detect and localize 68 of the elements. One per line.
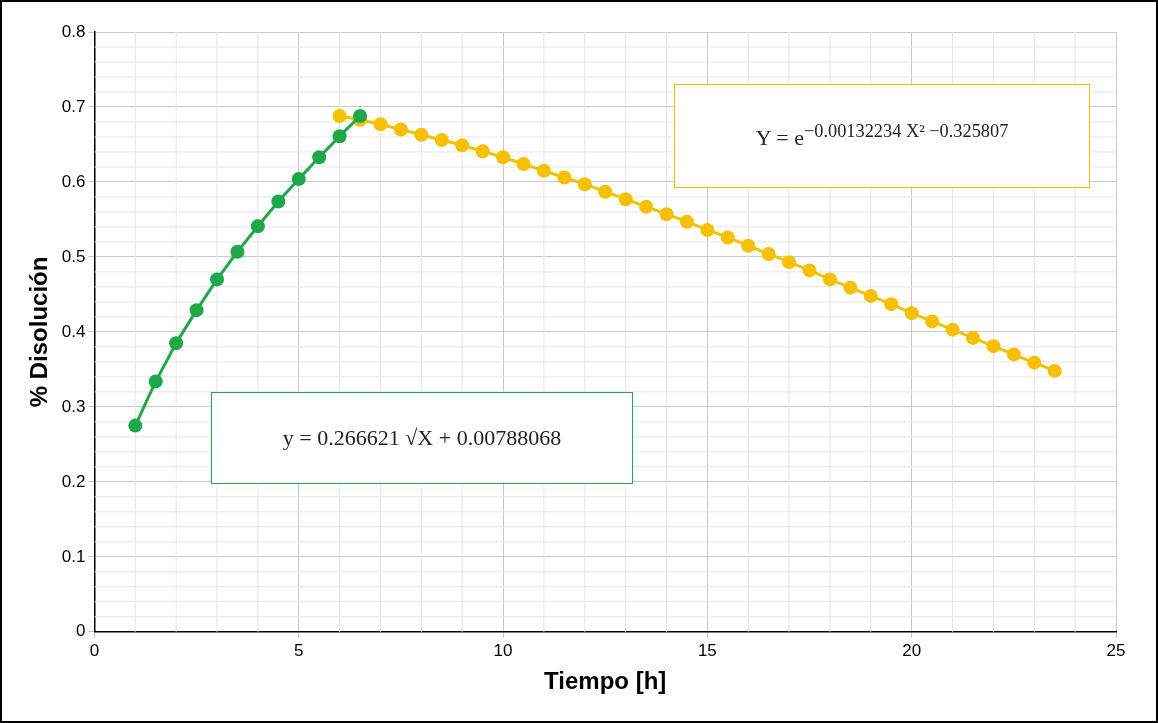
point	[720, 230, 735, 245]
point	[516, 156, 531, 171]
y-tick-label: 0.2	[61, 471, 86, 491]
y-tick-label: 0.7	[61, 96, 86, 116]
point	[148, 374, 163, 389]
point	[679, 214, 694, 229]
point	[332, 129, 347, 144]
equation-box: y = 0.266621 √X + 0.00788068	[211, 392, 633, 484]
y-tick-label: 0.1	[61, 546, 86, 566]
point	[434, 132, 449, 147]
point	[782, 255, 797, 270]
point	[945, 322, 960, 337]
point	[414, 127, 429, 142]
x-tick-label: 15	[697, 640, 717, 660]
point	[843, 280, 858, 295]
point	[332, 108, 347, 123]
point	[1006, 347, 1021, 362]
point	[986, 339, 1001, 354]
point	[700, 222, 715, 237]
point	[271, 194, 286, 209]
x-tick-label: 0	[89, 640, 100, 660]
point	[312, 150, 327, 165]
point	[250, 219, 265, 234]
x-tick-label: 10	[493, 640, 513, 660]
y-tick-label: 0.8	[61, 21, 86, 41]
point	[455, 138, 470, 153]
x-axis-title: Tiempo [h]	[544, 667, 667, 695]
y-tick-label: 0.3	[61, 396, 86, 416]
point	[598, 184, 613, 199]
point	[169, 336, 184, 351]
point	[496, 150, 511, 165]
y-axis-title: % Disolución	[25, 256, 53, 408]
point	[822, 272, 837, 287]
point	[925, 314, 940, 329]
point	[557, 170, 572, 185]
point	[189, 303, 204, 318]
point	[536, 163, 551, 178]
point	[393, 122, 408, 137]
point	[475, 144, 490, 159]
x-tick-label: 5	[294, 640, 304, 660]
point	[863, 288, 878, 303]
point	[741, 238, 756, 253]
point	[904, 306, 919, 321]
point	[1027, 355, 1042, 370]
point	[802, 263, 817, 278]
point	[639, 199, 654, 214]
x-tick-label: 20	[902, 640, 922, 660]
point	[291, 171, 306, 186]
point	[761, 246, 776, 261]
annotation: Y = e$^{−0.00132234 X² −0.325807}$	[755, 120, 1009, 152]
point	[884, 297, 899, 312]
point	[965, 330, 980, 345]
y-tick-label: 0.4	[61, 321, 86, 341]
point	[353, 108, 368, 123]
equation-box: Y = e$^{−0.00132234 X² −0.325807}$	[674, 84, 1090, 188]
point	[210, 272, 225, 287]
point	[618, 192, 633, 207]
point	[128, 418, 143, 433]
point	[659, 207, 674, 222]
y-tick-label: 0.6	[61, 171, 86, 191]
x-tick-label: 25	[1106, 640, 1126, 660]
y-tick-label: 0	[75, 621, 86, 641]
y-tick-label: 0.5	[61, 246, 86, 266]
point	[577, 177, 592, 192]
annotation: y = 0.266621 √X + 0.00788068	[282, 425, 562, 451]
point	[1047, 363, 1062, 378]
point	[373, 117, 388, 132]
point	[230, 244, 245, 259]
